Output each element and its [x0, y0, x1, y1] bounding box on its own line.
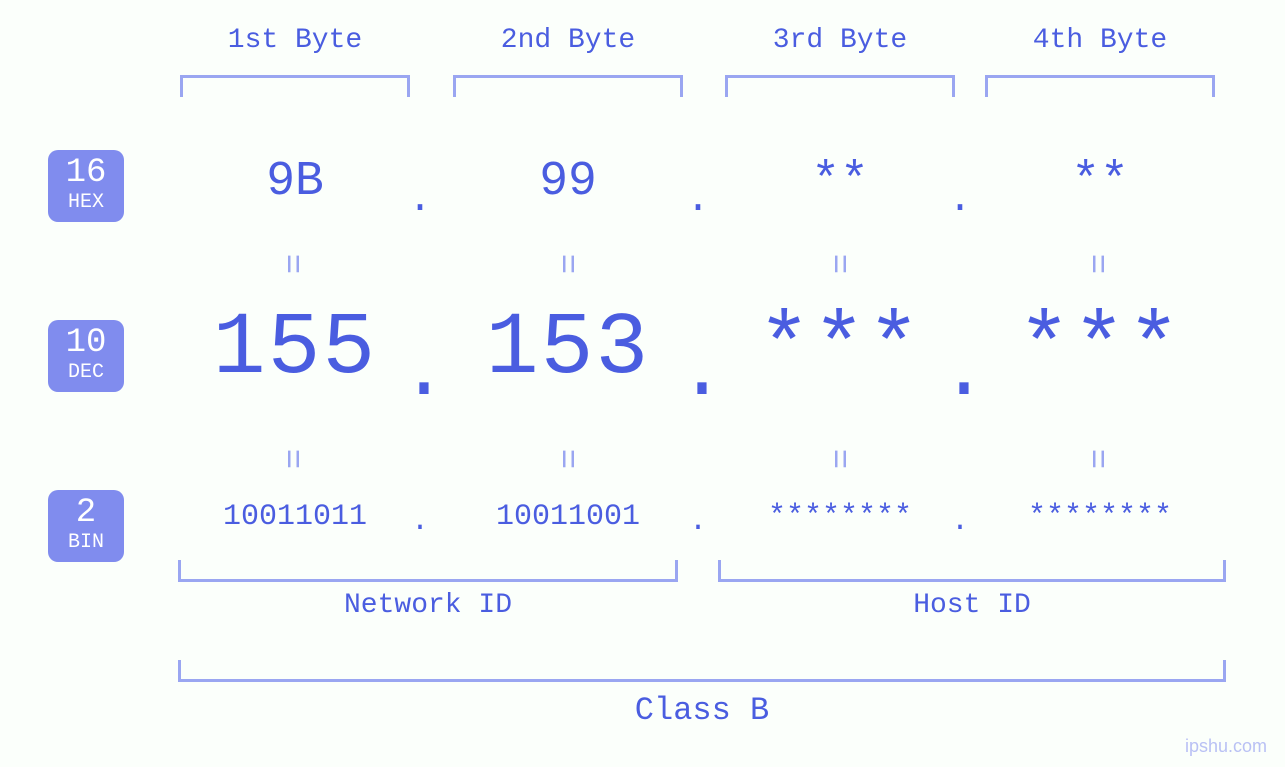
- bin-dot-3: .: [945, 505, 975, 539]
- bin-dot-2: .: [683, 505, 713, 539]
- hex-byte-2: 99: [453, 155, 683, 209]
- eq-top-4: =: [1076, 254, 1114, 274]
- dec-dot-3: .: [940, 328, 980, 419]
- dec-byte-2: 153: [433, 300, 703, 399]
- badge-hex: 16 HEX: [48, 150, 124, 222]
- class-label: Class B: [178, 692, 1226, 729]
- dec-byte-3: ***: [705, 300, 975, 399]
- byte-label-2: 2nd Byte: [453, 25, 683, 56]
- hex-byte-4: **: [985, 155, 1215, 209]
- network-id-label: Network ID: [178, 590, 678, 621]
- eq-bot-4: =: [1076, 449, 1114, 469]
- byte-label-1: 1st Byte: [180, 25, 410, 56]
- watermark: ipshu.com: [1185, 736, 1267, 757]
- hex-dot-2: .: [683, 178, 713, 223]
- eq-bot-1: =: [271, 449, 309, 469]
- eq-bot-2: =: [546, 449, 584, 469]
- bin-dot-1: .: [405, 505, 435, 539]
- badge-bin-num: 2: [48, 496, 124, 530]
- byte-label-4: 4th Byte: [985, 25, 1215, 56]
- bin-byte-2: 10011001: [433, 500, 703, 534]
- hex-byte-1: 9B: [180, 155, 410, 209]
- class-bracket: [178, 660, 1226, 682]
- dec-dot-1: .: [400, 328, 440, 419]
- hex-dot-1: .: [405, 178, 435, 223]
- badge-hex-lbl: HEX: [48, 192, 124, 214]
- byte-label-3: 3rd Byte: [725, 25, 955, 56]
- host-id-label: Host ID: [718, 590, 1226, 621]
- top-bracket-2: [453, 75, 683, 97]
- eq-top-2: =: [546, 254, 584, 274]
- top-bracket-4: [985, 75, 1215, 97]
- bin-byte-4: ********: [965, 500, 1235, 534]
- bin-byte-3: ********: [705, 500, 975, 534]
- hex-dot-3: .: [945, 178, 975, 223]
- dec-dot-2: .: [678, 328, 718, 419]
- badge-dec-lbl: DEC: [48, 362, 124, 384]
- badge-bin-lbl: BIN: [48, 532, 124, 554]
- top-bracket-3: [725, 75, 955, 97]
- eq-top-3: =: [818, 254, 856, 274]
- dec-byte-1: 155: [160, 300, 430, 399]
- network-bracket: [178, 560, 678, 582]
- eq-bot-3: =: [818, 449, 856, 469]
- host-bracket: [718, 560, 1226, 582]
- dec-byte-4: ***: [965, 300, 1235, 399]
- top-bracket-1: [180, 75, 410, 97]
- badge-hex-num: 16: [48, 156, 124, 190]
- hex-byte-3: **: [725, 155, 955, 209]
- badge-dec-num: 10: [48, 326, 124, 360]
- badge-dec: 10 DEC: [48, 320, 124, 392]
- diagram-root: 1st Byte 2nd Byte 3rd Byte 4th Byte 16 H…: [0, 0, 1285, 767]
- bin-byte-1: 10011011: [160, 500, 430, 534]
- eq-top-1: =: [271, 254, 309, 274]
- badge-bin: 2 BIN: [48, 490, 124, 562]
